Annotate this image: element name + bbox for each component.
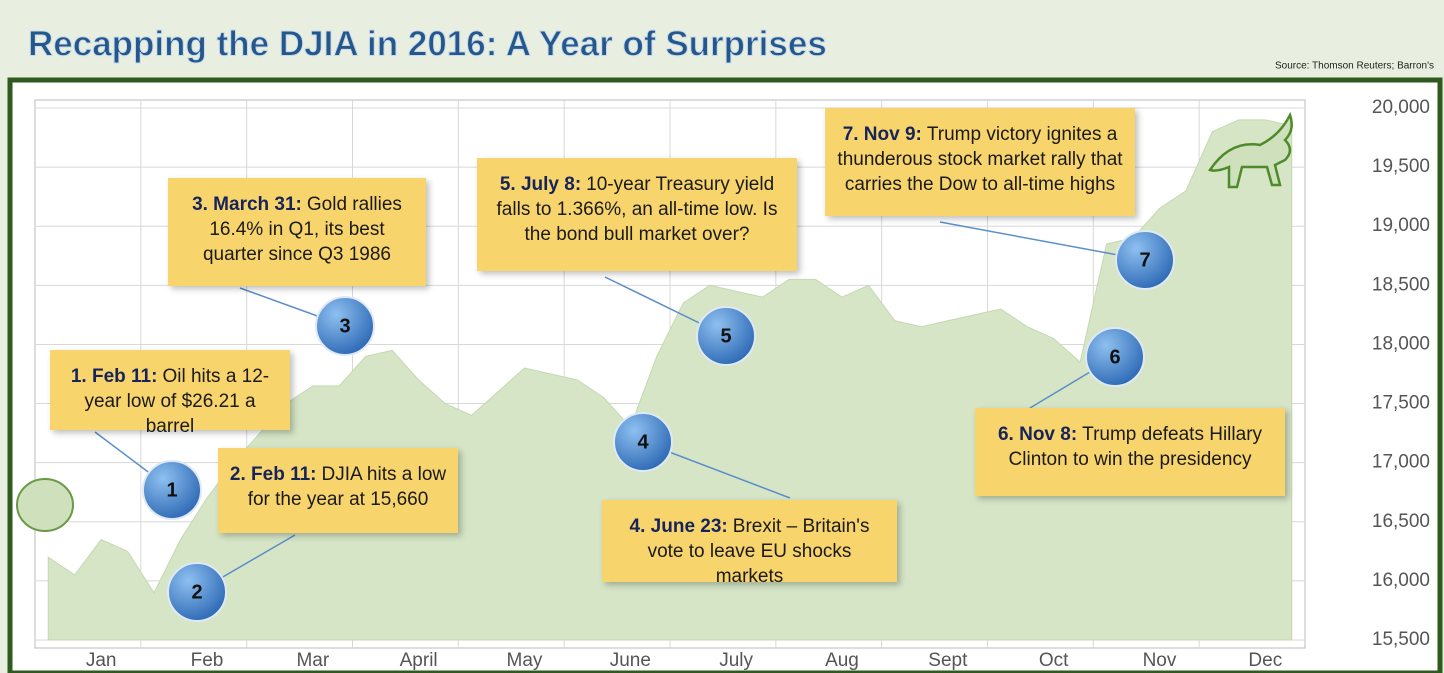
page: Recapping the DJIA in 2016: A Year of Su…: [0, 0, 1444, 673]
y-tick-label: 17,000: [1372, 452, 1430, 473]
x-tick-label: July: [719, 650, 753, 671]
y-tick-label: 16,000: [1372, 570, 1430, 591]
y-tick-label: 16,500: [1372, 511, 1430, 532]
callout: 3. March 31:Gold rallies 16.4% in Q1, it…: [168, 178, 426, 286]
callout: 7. Nov 9:Trump victory ignites a thunder…: [825, 108, 1135, 216]
x-tick-label: Feb: [191, 650, 224, 671]
callout: 6. Nov 8:Trump defeats Hillary Clinton t…: [975, 408, 1285, 496]
callout: 2. Feb 11:DJIA hits a low for the year a…: [218, 448, 458, 533]
callout-heading: 6. Nov 8:: [998, 424, 1077, 445]
callout-heading: 1. Feb 11:: [71, 366, 158, 387]
callout-heading: 4. June 23:: [630, 516, 728, 537]
x-tick-label: Sept: [928, 650, 968, 671]
y-tick-label: 20,000: [1372, 97, 1430, 118]
x-tick-label: Aug: [825, 650, 859, 671]
callout: 4. June 23:Brexit – Britain's vote to le…: [602, 500, 897, 582]
y-tick-label: 15,500: [1372, 629, 1430, 650]
x-tick-label: Jan: [86, 650, 117, 671]
callout: 5. July 8:10-year Treasury yield falls t…: [477, 158, 797, 271]
callout: 1. Feb 11:Oil hits a 12-year low of $26.…: [50, 350, 290, 430]
x-tick-label: Dec: [1248, 650, 1282, 671]
y-tick-label: 19,000: [1372, 215, 1430, 236]
y-tick-label: 19,500: [1372, 156, 1430, 177]
x-tick-label: June: [610, 650, 651, 671]
source-note: Source: Thomson Reuters; Barron's: [1275, 61, 1434, 72]
y-tick-label: 18,000: [1372, 333, 1430, 354]
y-tick-label: 18,500: [1372, 274, 1430, 295]
callout-heading: 2. Feb 11:: [230, 464, 317, 485]
y-tick-label: 17,500: [1372, 393, 1430, 414]
x-tick-label: April: [400, 650, 438, 671]
callout-heading: 5. July 8:: [500, 174, 581, 195]
bear-icon: [17, 479, 73, 531]
callout-heading: 3. March 31:: [192, 194, 302, 215]
x-tick-label: Mar: [296, 650, 329, 671]
x-tick-label: Oct: [1039, 650, 1069, 671]
x-tick-label: Nov: [1143, 650, 1177, 671]
callout-heading: 7. Nov 9:: [843, 124, 922, 145]
chart-title: Recapping the DJIA in 2016: A Year of Su…: [28, 24, 827, 63]
x-tick-label: May: [507, 650, 543, 671]
